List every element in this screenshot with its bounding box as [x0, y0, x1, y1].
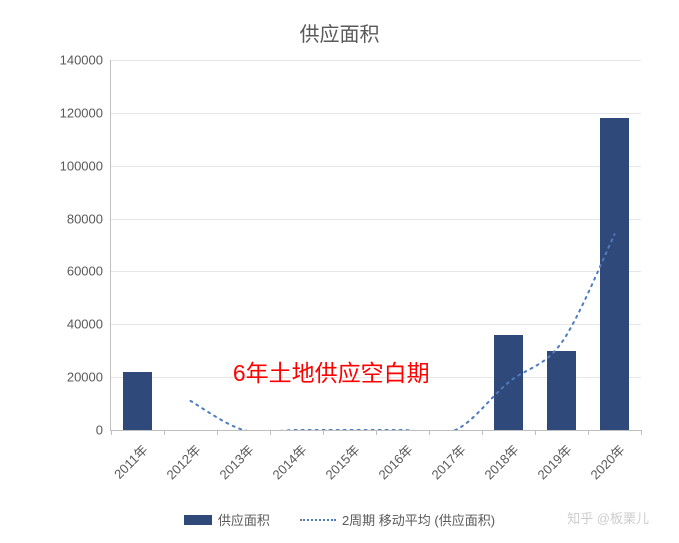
y-tick-label: 140000 [60, 53, 103, 68]
annotation-text: 6年土地供应空白期 [233, 354, 430, 388]
bar [547, 351, 576, 430]
x-tick-label: 2017年 [426, 440, 469, 483]
legend-label-bar: 供应面积 [218, 510, 270, 529]
x-tick-label: 2012年 [161, 440, 204, 483]
legend-item-ma: 2周期 移动平均 (供应面积) [300, 510, 495, 529]
chart-title: 供应面积 [0, 18, 679, 47]
x-tick-mark [376, 430, 377, 435]
x-tick-mark [535, 430, 536, 435]
x-tick-mark [217, 430, 218, 435]
x-tick-label: 2020年 [585, 440, 628, 483]
legend: 供应面积 2周期 移动平均 (供应面积) [0, 510, 679, 529]
bar [123, 372, 152, 430]
x-tick-label: 2015年 [320, 440, 363, 483]
x-tick-label: 2018年 [479, 440, 522, 483]
y-tick-label: 20000 [67, 370, 103, 385]
y-tick-label: 80000 [67, 211, 103, 226]
x-tick-label: 2019年 [532, 440, 575, 483]
x-tick-mark [641, 430, 642, 435]
y-tick-label: 120000 [60, 105, 103, 120]
x-tick-mark [164, 430, 165, 435]
x-tick-label: 2011年 [109, 440, 151, 482]
gridline [111, 113, 641, 114]
x-tick-mark [588, 430, 589, 435]
x-tick-mark [270, 430, 271, 435]
legend-swatch-bar [184, 515, 212, 525]
y-tick-label: 60000 [67, 264, 103, 279]
x-tick-mark [482, 430, 483, 435]
gridline [111, 324, 641, 325]
y-tick-label: 100000 [60, 158, 103, 173]
y-tick-label: 40000 [67, 317, 103, 332]
gridline [111, 219, 641, 220]
x-tick-label: 2013年 [214, 440, 257, 483]
gridline [111, 166, 641, 167]
legend-swatch-ma [300, 519, 336, 521]
x-tick-label: 2016年 [373, 440, 416, 483]
x-tick-label: 2014年 [267, 440, 310, 483]
bar [600, 118, 629, 430]
gridline [111, 60, 641, 61]
chart-container: 供应面积 02000040000600008000010000012000014… [0, 0, 679, 543]
x-tick-mark [323, 430, 324, 435]
gridline [111, 271, 641, 272]
x-tick-mark [429, 430, 430, 435]
legend-label-ma: 2周期 移动平均 (供应面积) [342, 510, 495, 529]
y-tick-label: 0 [96, 423, 103, 438]
bar [494, 335, 523, 430]
x-tick-mark [111, 430, 112, 435]
plot-area: 0200004000060000800001000001200001400002… [110, 60, 641, 431]
legend-item-bar: 供应面积 [184, 510, 270, 529]
